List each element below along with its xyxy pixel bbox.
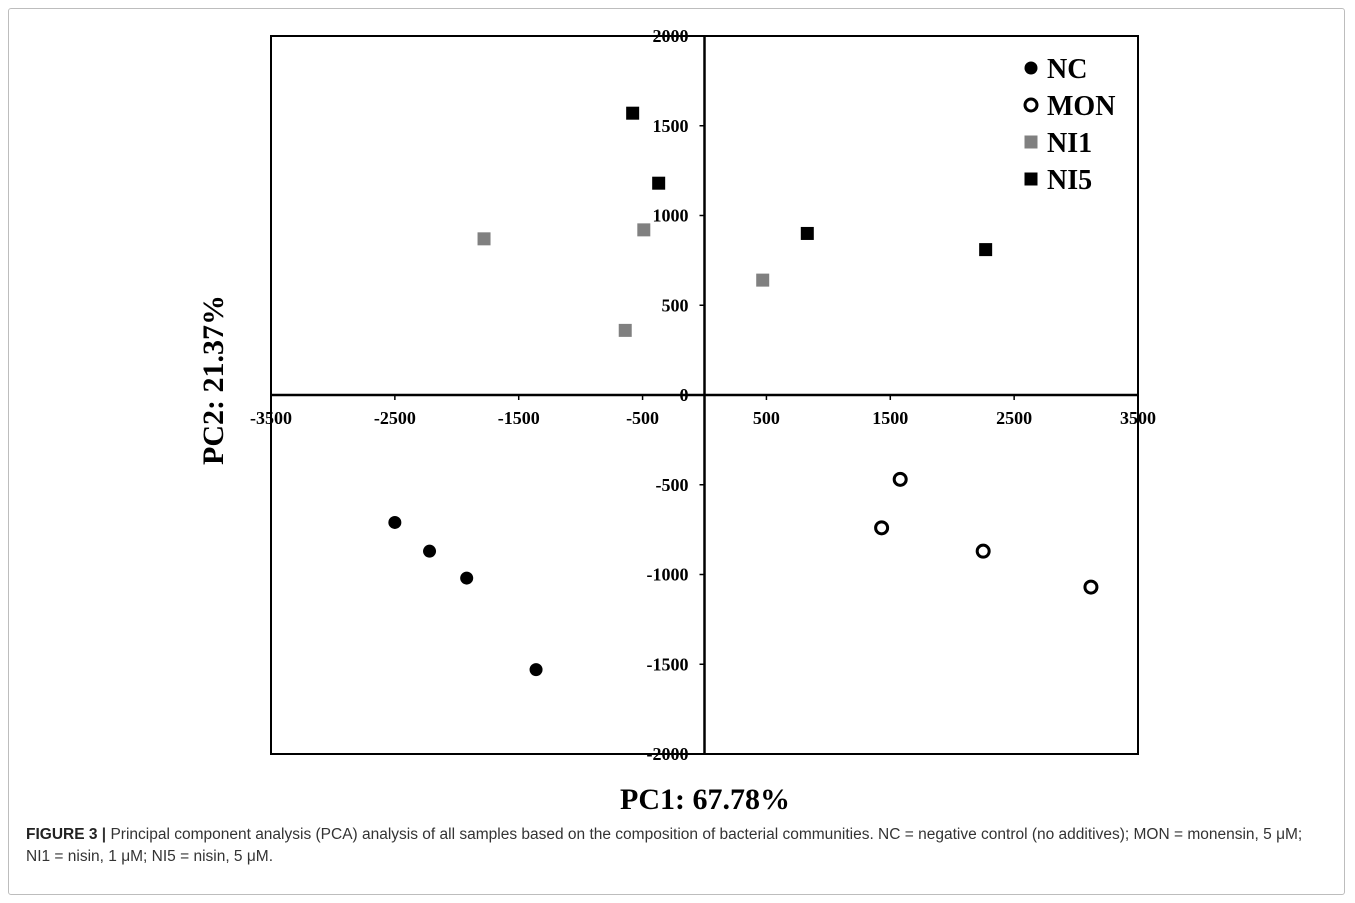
y-axis-label: PC2: 21.37% <box>197 295 230 465</box>
data-point-nc <box>529 663 543 677</box>
data-point-mon <box>975 543 991 559</box>
axes-layer <box>270 35 1139 755</box>
tick-labels: -3500 -2500 -1500 -500 500 1500 2500 3500 2000 15… <box>250 26 1156 764</box>
x-tick-label: 3500 <box>1120 408 1156 428</box>
x-tick-label: -3500 <box>250 408 292 428</box>
x-tick-label: -500 <box>626 408 659 428</box>
pca-scatter-chart: -3500 -2500 -1500 -500 500 1500 2500 3500 2000 15… <box>197 26 1156 816</box>
legend-label-mon: MON <box>1047 91 1115 122</box>
data-point-ni5 <box>800 226 814 240</box>
legend: NC MON NI1 NI5 <box>1023 54 1115 196</box>
data-point-ni1 <box>618 323 632 337</box>
caption-label: FIGURE 3 <box>26 826 98 843</box>
data-points <box>388 106 1099 677</box>
y-tick-label: -500 <box>656 475 689 495</box>
data-point-ni1 <box>756 273 770 287</box>
data-point-mon <box>874 520 890 536</box>
x-tick-label: 2500 <box>996 408 1032 428</box>
x-axis-label: PC1: 67.78% <box>620 783 790 816</box>
x-tick-label: 500 <box>753 408 780 428</box>
data-point-ni5 <box>979 243 993 257</box>
legend-marker-ni5 <box>1024 172 1038 186</box>
caption-separator: | <box>101 826 107 843</box>
x-tick-label: -2500 <box>374 408 416 428</box>
legend-marker-mon <box>1023 97 1039 113</box>
data-point-mon <box>1083 579 1099 595</box>
legend-label-nc: NC <box>1047 54 1087 85</box>
data-point-nc <box>460 571 474 585</box>
data-point-ni5 <box>626 106 640 120</box>
y-tick-label: 1000 <box>653 206 689 226</box>
legend-marker-nc <box>1024 61 1038 75</box>
x-tick-label: -1500 <box>498 408 540 428</box>
y-tick-label: 1500 <box>653 116 689 136</box>
data-point-ni1 <box>637 223 651 237</box>
data-point-nc <box>423 544 437 558</box>
data-point-mon <box>892 471 908 487</box>
legend-marker-ni1 <box>1024 135 1038 149</box>
y-tick-label: -2000 <box>647 744 689 764</box>
y-tick-label: -1500 <box>647 654 689 674</box>
y-tick-label: 0 <box>680 385 689 405</box>
legend-label-ni5: NI5 <box>1047 165 1092 196</box>
figure-frame <box>8 8 1345 895</box>
caption-text: Principal component analysis (PCA) analy… <box>26 826 1303 865</box>
data-point-ni1 <box>477 232 491 246</box>
x-tick-label: 1500 <box>872 408 908 428</box>
data-point-nc <box>388 515 402 529</box>
data-point-ni5 <box>652 176 666 190</box>
y-tick-label: 500 <box>662 295 689 315</box>
y-tick-label: 2000 <box>653 26 689 46</box>
figure-caption: FIGURE 3 | Principal component analysis … <box>26 824 1326 868</box>
legend-label-ni1: NI1 <box>1047 128 1092 159</box>
y-tick-label: -1000 <box>647 565 689 585</box>
